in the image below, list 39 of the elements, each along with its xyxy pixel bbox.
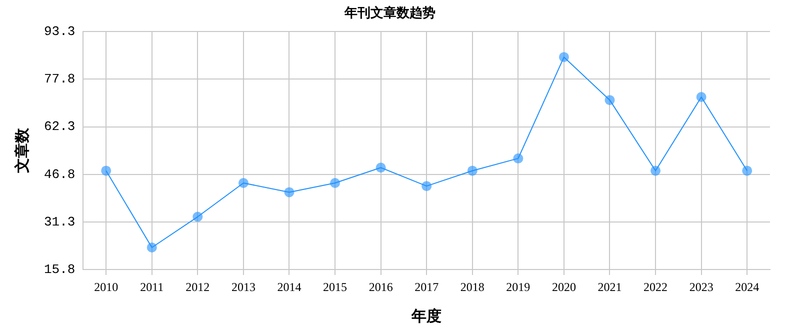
y-tick-label: 93.3 [44, 24, 76, 40]
point [101, 166, 112, 176]
x-axis-title: 年度 [410, 306, 442, 325]
y-axis-title: 文章数 [12, 127, 31, 174]
x-tick-label: 2011 [140, 280, 164, 294]
point [284, 187, 294, 198]
x-tick-label: 2023 [689, 280, 714, 294]
point [467, 166, 478, 176]
x-tick-label: 2016 [368, 280, 393, 294]
point [238, 178, 248, 188]
x-tick-label: 2017 [414, 280, 439, 294]
point [696, 92, 706, 102]
point [513, 153, 524, 164]
point [558, 52, 569, 62]
x-tick-label: 2018 [460, 280, 484, 294]
point [422, 181, 432, 192]
point [146, 242, 157, 252]
x-tick-label: 2022 [644, 280, 668, 294]
y-tick-label: 46.8 [44, 166, 76, 182]
x-tick-label: 2019 [506, 280, 530, 294]
y-tick-label: 15.8 [44, 262, 76, 278]
y-tick-label: 77.8 [44, 72, 76, 87]
x-tick-label: 2020 [552, 280, 576, 294]
point [376, 162, 386, 173]
point [742, 166, 752, 176]
point [330, 178, 340, 188]
x-tick-label: 2013 [231, 280, 256, 294]
x-tick-label: 2014 [277, 280, 302, 294]
x-tick-label: 2010 [94, 280, 118, 294]
y-tick-label: 62.3 [44, 119, 76, 134]
y-tick-label: 31.3 [44, 214, 76, 230]
x-tick-label: 2012 [186, 280, 210, 294]
point [604, 95, 615, 106]
point [192, 212, 203, 222]
x-tick-label: 2024 [735, 280, 760, 294]
chart-title: 年刊文章数趋势 [344, 5, 436, 20]
x-tick-label: 2015 [323, 280, 348, 294]
x-tick-label: 2021 [598, 280, 622, 294]
point [650, 166, 661, 176]
